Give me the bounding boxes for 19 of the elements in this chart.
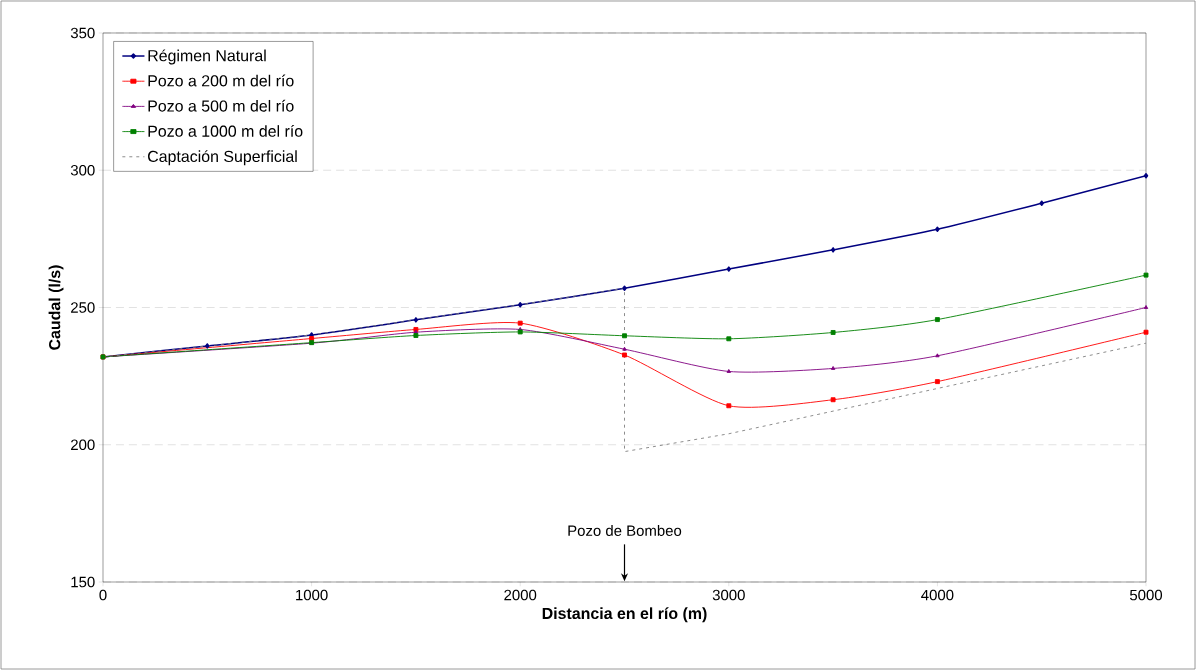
x-tick-label: 1000 — [296, 589, 328, 601]
x-tick-label: 4000 — [921, 589, 954, 601]
x-tick-label: 5000 — [1129, 589, 1163, 601]
legend-label: Pozo a 1000 m del río — [148, 124, 303, 137]
legend-label: Régimen Natural — [148, 49, 266, 65]
legend-label: Pozo a 200 m del río — [148, 74, 294, 87]
legend-label: Pozo a 500 m del río — [148, 99, 294, 112]
annotation: Pozo de Bombeo — [568, 524, 682, 536]
legend-label: Captación Superficial — [148, 150, 297, 166]
x-axis-title: Distancia en el río (m) — [542, 607, 707, 623]
y-tick-label: 250 — [71, 302, 95, 313]
x-tick-label: 2000 — [504, 589, 537, 601]
y-tick-label: 150 — [71, 576, 95, 588]
y-axis-title: Caudal (l/s) — [48, 265, 64, 350]
y-tick-label: 300 — [70, 164, 95, 176]
x-tick-label: 0 — [99, 589, 107, 601]
y-tick-label: 200 — [71, 439, 95, 451]
x-tick-label: 3000 — [712, 589, 745, 601]
y-tick-label: 350 — [70, 27, 95, 39]
